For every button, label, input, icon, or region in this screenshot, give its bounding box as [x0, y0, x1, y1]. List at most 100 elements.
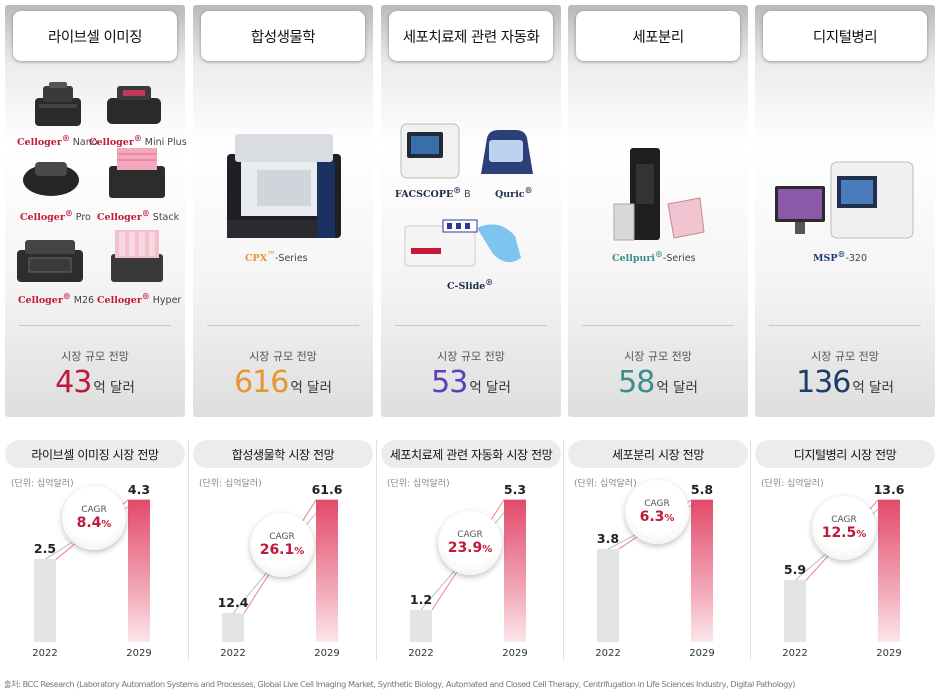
chart-title: 디지털병리 시장 전망	[755, 440, 935, 468]
value-label-2029: 5.8	[690, 482, 714, 497]
value-label-2029: 4.3	[127, 482, 151, 497]
year-label-2022: 2022	[32, 648, 58, 659]
card-title: 세포치료제 관련 자동화	[389, 11, 553, 61]
forecast-value: 58	[618, 365, 655, 400]
forecast-unit: 억 달러	[469, 380, 511, 396]
product-label: Cellpuri®-Series	[612, 250, 696, 265]
cagr-label: CAGR	[81, 504, 107, 515]
value-label-2029: 13.6	[873, 482, 905, 497]
divider	[207, 325, 359, 326]
forecast-unit: 억 달러	[656, 380, 698, 396]
forecast-label: 시장 규모 전망	[624, 350, 692, 363]
product-label: Celloger® Hyper	[97, 292, 182, 307]
cagr-value: 23.9%	[447, 539, 493, 556]
market-card: 라이브셀 이미징 시장 규모 전망 43 억 달러	[5, 5, 185, 417]
cagr-label: CAGR	[457, 529, 483, 540]
chart-title: 세포분리 시장 전망	[568, 440, 748, 468]
value-label-2029: 5.3	[503, 482, 527, 497]
product-label: Celloger® Nano	[17, 134, 98, 149]
product-label: Celloger® M26	[18, 292, 95, 307]
bar-2022	[222, 613, 244, 642]
market-card: 세포치료제 관련 자동화 시장 규모 전망 53 억 달러	[381, 5, 561, 417]
forecast-value-row: 616 억 달러	[193, 365, 373, 400]
growth-line	[232, 499, 338, 614]
celloger-hyper-device-icon	[111, 230, 163, 282]
celloger-m26-device-icon	[17, 240, 83, 282]
product-label: Celloger® Pro	[20, 209, 91, 224]
unit-note: (단위: 십억달러)	[199, 479, 262, 489]
product-label: Celloger® Stack	[97, 209, 180, 224]
product-label: Celloger® Mini Plus	[89, 134, 187, 149]
forecast-label: 시장 규모 전망	[61, 350, 129, 363]
bar-2022	[34, 559, 56, 642]
product-images-digital-pathology: MSP®-320	[755, 70, 935, 310]
year-label-2022: 2022	[595, 648, 621, 659]
card-title: 라이브셀 이미징	[13, 11, 177, 61]
product-label: C-Slide®	[447, 278, 494, 293]
chart-title: 합성생물학 시장 전망	[193, 440, 373, 468]
forecast-value-row: 43 억 달러	[5, 365, 185, 400]
product-label: FACSCOPE® B	[395, 186, 471, 201]
product-images-synbio: CPX™-Series	[193, 70, 373, 310]
chart-title: 라이브셀 이미징 시장 전망	[5, 440, 185, 468]
growth-line	[420, 499, 526, 611]
cagr-value: 12.5%	[821, 525, 867, 542]
forecast-unit: 억 달러	[93, 380, 135, 396]
celloger-pro-device-icon	[23, 162, 79, 196]
unit-note: (단위: 십억달러)	[11, 479, 74, 489]
divider	[395, 325, 547, 326]
forecast-label: 시장 규모 전망	[249, 350, 317, 363]
value-label-2022: 12.4	[217, 595, 249, 611]
cagr-badge: CAGR 8.4%	[62, 485, 126, 550]
forecast-unit: 억 달러	[852, 380, 894, 396]
cellpuri-device-icon	[613, 148, 705, 241]
year-label-2022: 2022	[782, 648, 808, 659]
year-label-2022: 2022	[408, 648, 434, 659]
card-title: 디지털병리	[763, 11, 927, 61]
product-label: Quric®	[495, 186, 533, 201]
divider	[19, 325, 171, 326]
column-divider	[563, 440, 564, 660]
forecast-value: 53	[431, 365, 468, 400]
forecast-value-row: 53 억 달러	[381, 365, 561, 400]
bar-2029	[878, 500, 900, 642]
chart-title: 세포치료제 관련 자동화 시장 전망	[381, 440, 561, 468]
column-divider	[750, 440, 751, 660]
year-label-2029: 2029	[502, 648, 528, 659]
msp-scanner-icon	[775, 161, 914, 239]
growth-line	[607, 499, 713, 550]
card-title: 합성생물학	[201, 11, 365, 61]
forecast-label: 시장 규모 전망	[437, 350, 505, 363]
bar-2022	[597, 548, 619, 642]
year-label-2029: 2029	[689, 648, 715, 659]
c-slide-icon	[404, 219, 521, 267]
unit-note: (단위: 십억달러)	[761, 479, 824, 489]
value-label-2022: 5.9	[783, 562, 807, 578]
growth-line	[794, 499, 900, 581]
cagr-label: CAGR	[644, 499, 670, 510]
bar-2022	[784, 580, 806, 642]
divider	[769, 325, 921, 326]
unit-note: (단위: 십억달러)	[574, 479, 637, 489]
cagr-badge: CAGR 23.9%	[438, 510, 502, 575]
forecast-value-row: 58 억 달러	[568, 365, 748, 400]
cagr-badge: CAGR 6.3%	[625, 480, 689, 545]
year-label-2029: 2029	[126, 648, 152, 659]
celloger-mini-plus-device-icon	[107, 86, 161, 124]
bar-2022	[410, 609, 432, 642]
value-label-2022: 2.5	[33, 541, 57, 557]
cagr-value: 26.1%	[259, 541, 305, 558]
source-note: 출처: BCC Research (Laboratory Automation …	[4, 679, 795, 689]
cagr-label: CAGR	[269, 531, 295, 542]
forecast-value: 136	[796, 365, 851, 400]
product-label: CPX™-Series	[245, 250, 308, 265]
bar-2029	[316, 500, 338, 642]
forecast-value-row: 136 억 달러	[755, 365, 935, 400]
forecast-value: 616	[234, 365, 289, 400]
cpx-instrument-icon	[227, 134, 341, 238]
forecast-unit: 억 달러	[290, 380, 332, 396]
cagr-label: CAGR	[831, 515, 857, 526]
year-label-2029: 2029	[876, 648, 902, 659]
growth-line	[44, 499, 150, 560]
value-label-2022: 1.2	[409, 591, 433, 607]
